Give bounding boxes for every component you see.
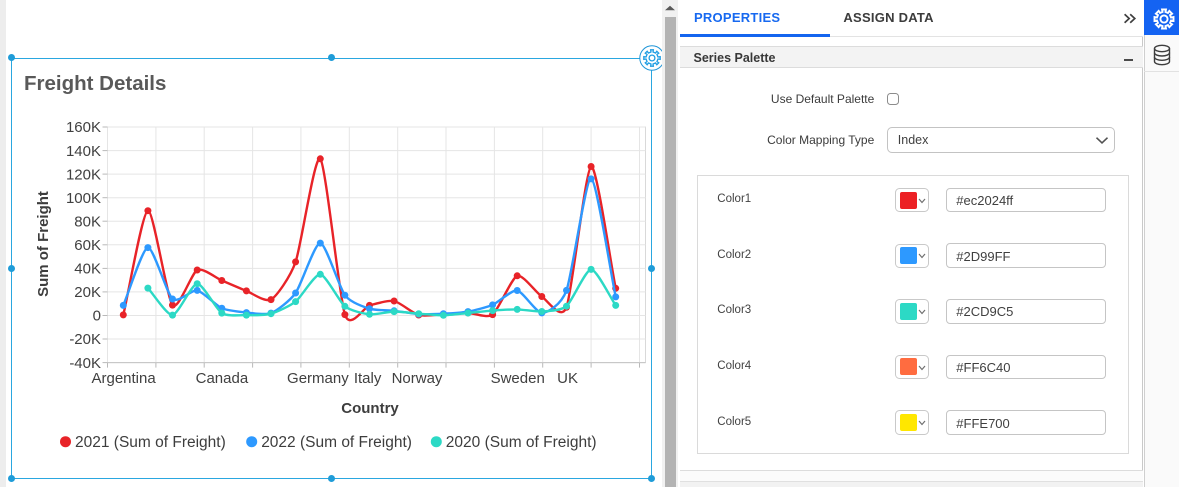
svg-text:Canada: Canada — [196, 370, 249, 387]
svg-text:100K: 100K — [66, 190, 101, 207]
svg-text:2021 (Sum of Freight): 2021 (Sum of Freight) — [75, 434, 226, 451]
svg-text:Sweden: Sweden — [491, 370, 545, 387]
svg-text:0: 0 — [93, 308, 101, 325]
svg-text:Italy: Italy — [354, 370, 382, 387]
svg-text:2020 (Sum of Freight): 2020 (Sum of Freight) — [446, 434, 597, 451]
svg-text:160K: 160K — [66, 119, 101, 136]
svg-text:140K: 140K — [66, 143, 101, 160]
svg-text:Country: Country — [341, 400, 399, 417]
svg-text:UK: UK — [557, 370, 578, 387]
svg-text:80K: 80K — [74, 213, 101, 230]
svg-text:40K: 40K — [74, 261, 101, 278]
svg-text:20K: 20K — [74, 284, 101, 301]
svg-text:Norway: Norway — [392, 370, 443, 387]
svg-text:Germany: Germany — [287, 370, 349, 387]
svg-text:120K: 120K — [66, 166, 101, 183]
svg-text:60K: 60K — [74, 237, 101, 254]
svg-text:-20K: -20K — [69, 331, 101, 348]
svg-text:Argentina: Argentina — [91, 370, 156, 387]
svg-text:Sum of Freight: Sum of Freight — [35, 191, 52, 297]
svg-text:2022 (Sum of Freight): 2022 (Sum of Freight) — [261, 434, 412, 451]
svg-text:-40K: -40K — [69, 355, 101, 372]
